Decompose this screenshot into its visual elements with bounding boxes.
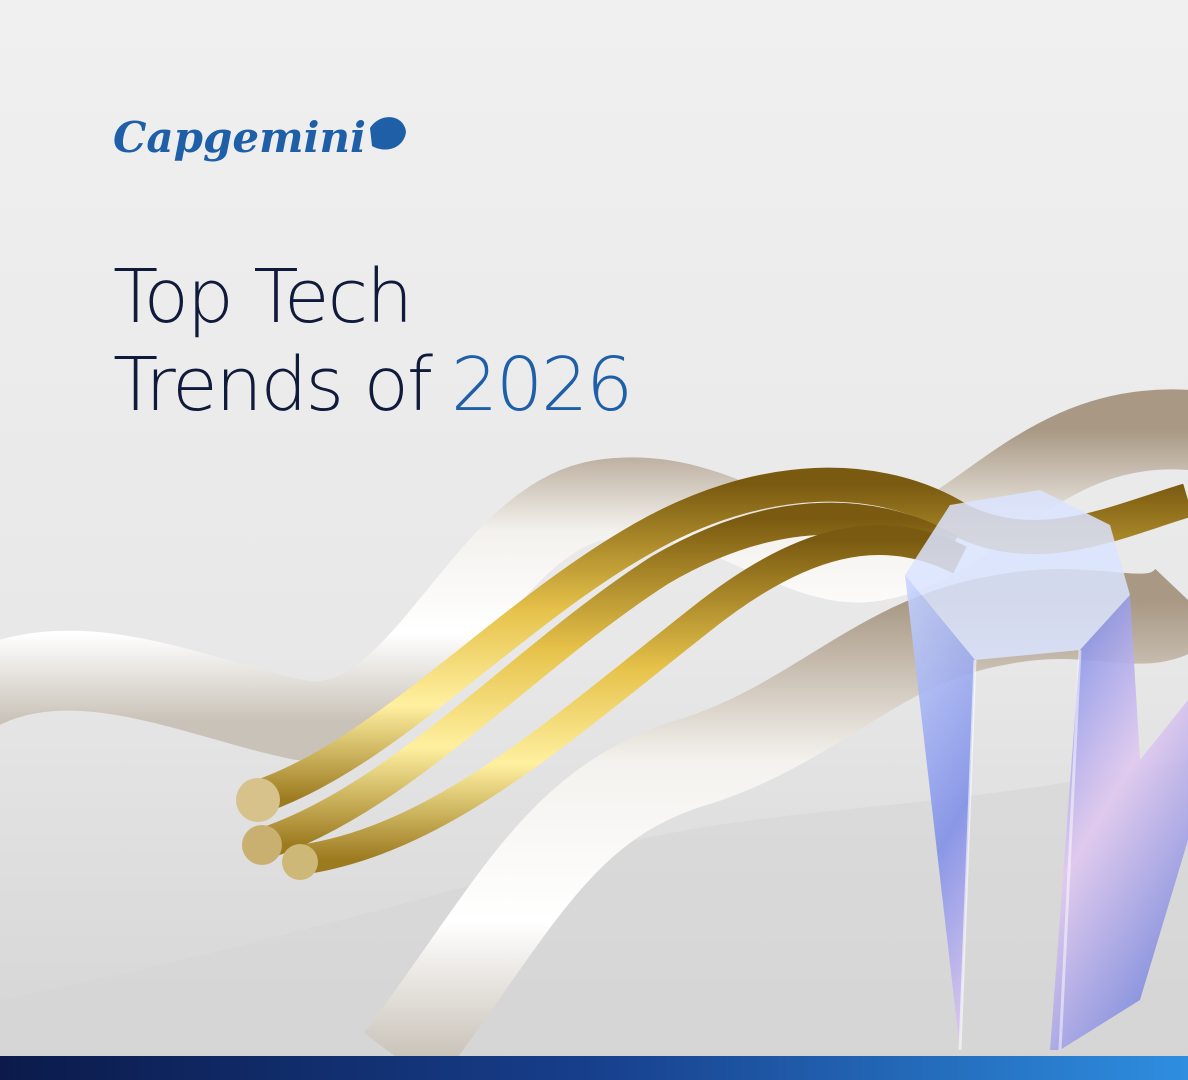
headline-highlight: 2026 [451, 342, 631, 428]
headline-line-2: Trends of 2026 [113, 342, 631, 428]
logo: Capgemini [113, 113, 366, 162]
crystal [905, 490, 1188, 1051]
logo-icon [370, 117, 406, 150]
headline-line-1: Top Tech [113, 254, 411, 340]
bottom-bar [0, 1056, 1188, 1080]
floor [0, 760, 1188, 1060]
gold-strands [236, 467, 1188, 880]
headline-line-2-text: Trends of [113, 342, 433, 428]
